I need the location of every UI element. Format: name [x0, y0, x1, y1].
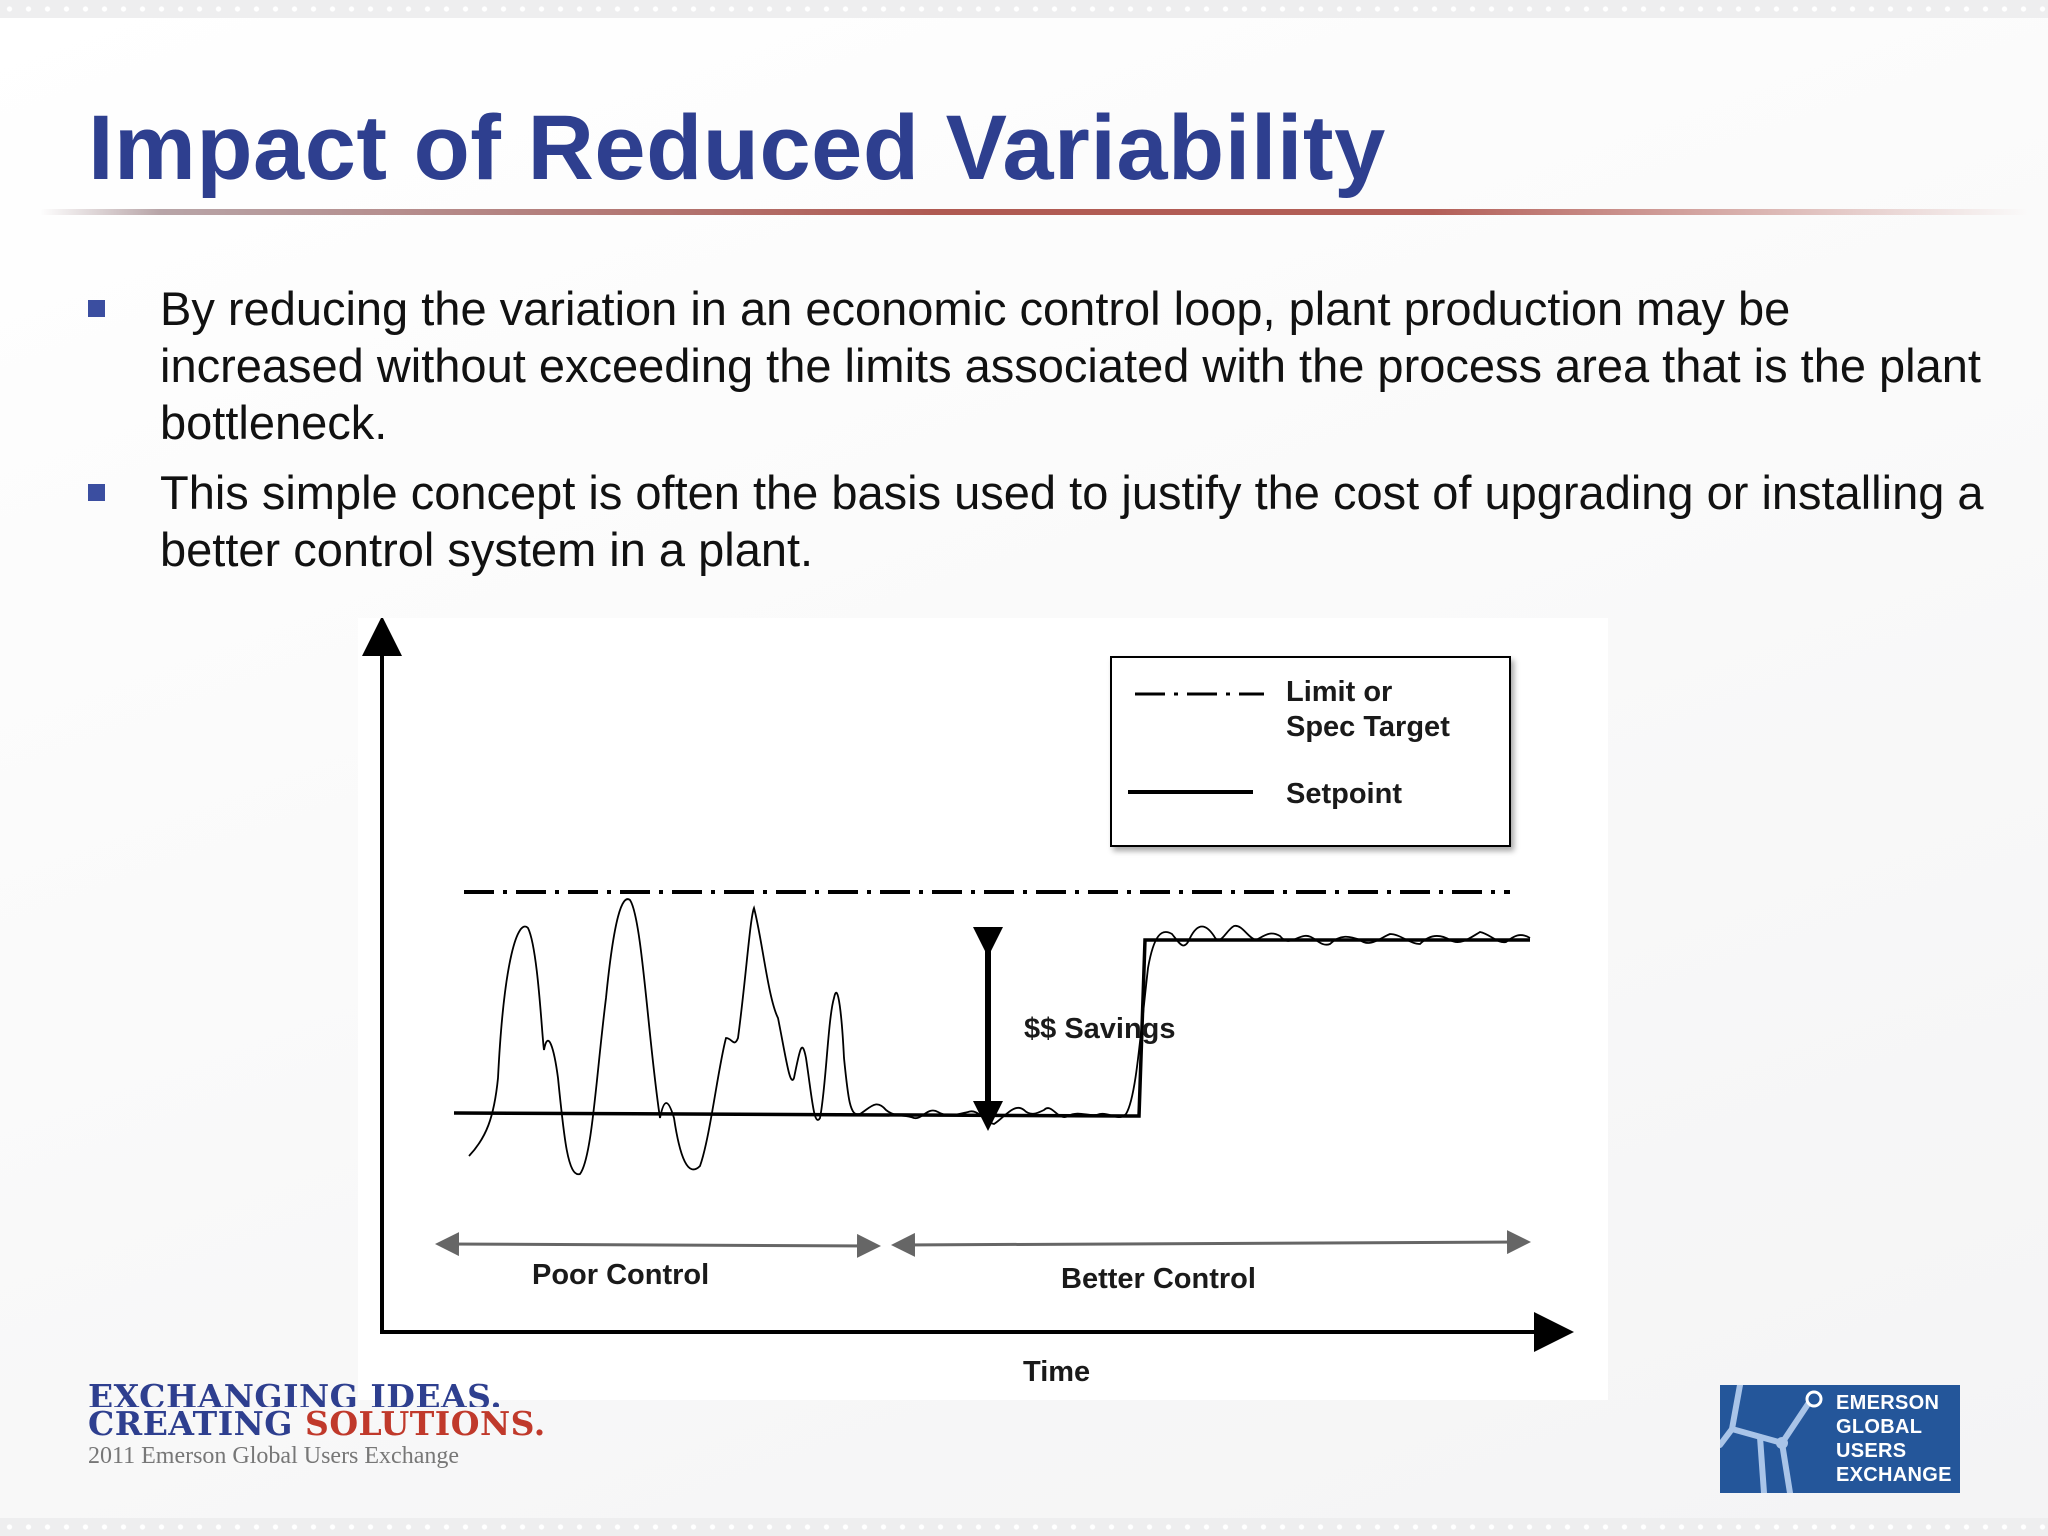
- savings-label: $$ Savings: [1024, 1013, 1176, 1045]
- bullet-item: By reducing the variation in an economic…: [86, 280, 1986, 451]
- bottom-dot-border: [0, 1518, 2048, 1536]
- setpoint-line: [453, 938, 1530, 1118]
- variability-diagram: Limit or Spec Target Setpoint $$ Savings…: [362, 618, 1574, 1388]
- legend-limit-label-line2: Spec Target: [1286, 711, 1450, 743]
- title-underline: [40, 209, 2030, 215]
- bullet-list: By reducing the variation in an economic…: [86, 280, 1986, 591]
- brand-line: USERS: [1836, 1440, 1907, 1462]
- legend-frame: [1110, 656, 1511, 847]
- better-control-label: Better Control: [1061, 1263, 1256, 1295]
- legend-limit-label-line1: Limit or: [1286, 676, 1392, 708]
- brand-line: GLOBAL: [1836, 1416, 1923, 1438]
- legend-box: Limit or Spec Target Setpoint: [1110, 656, 1511, 847]
- tagline-line1: EXCHANGING IDEAS.: [88, 1380, 503, 1407]
- square-bullet-icon: [88, 484, 105, 501]
- slide-title: Impact of Reduced Variability: [88, 97, 1386, 199]
- poor-control-label: Poor Control: [532, 1259, 709, 1291]
- process-variable-trace: [468, 898, 1531, 1175]
- top-dot-border: [0, 0, 2048, 18]
- brand-line: EMERSON: [1836, 1392, 1940, 1414]
- emerson-global-users-exchange-logo: EMERSON GLOBAL USERS EXCHANGE: [1720, 1385, 1960, 1493]
- tagline-line2: CREATING SOLUTIONS.: [88, 1407, 608, 1440]
- exchanging-ideas-logo: EXCHANGING IDEAS. CREATING SOLUTIONS. 20…: [88, 1380, 608, 1470]
- poor-control-span-arrow: [435, 1232, 881, 1258]
- tagline-solutions: SOLUTIONS.: [304, 1404, 546, 1443]
- bullet-text: By reducing the variation in an economic…: [160, 282, 1981, 449]
- network-node-icon: [1720, 1385, 1823, 1493]
- bullet-item: This simple concept is often the basis u…: [86, 464, 1986, 578]
- square-bullet-icon: [88, 300, 105, 317]
- event-caption: 2011 Emerson Global Users Exchange: [88, 1443, 460, 1469]
- better-control-span-arrow: [891, 1230, 1531, 1257]
- x-axis-label: Time: [1023, 1356, 1090, 1388]
- brand-text-block: EMERSON GLOBAL USERS EXCHANGE: [1836, 1391, 1952, 1487]
- bullet-text: This simple concept is often the basis u…: [160, 466, 1984, 576]
- tagline-creating: CREATING: [88, 1404, 293, 1443]
- legend-setpoint-label: Setpoint: [1286, 778, 1402, 810]
- diagram-panel: Limit or Spec Target Setpoint $$ Savings…: [358, 618, 1608, 1400]
- brand-line: EXCHANGE: [1836, 1464, 1952, 1486]
